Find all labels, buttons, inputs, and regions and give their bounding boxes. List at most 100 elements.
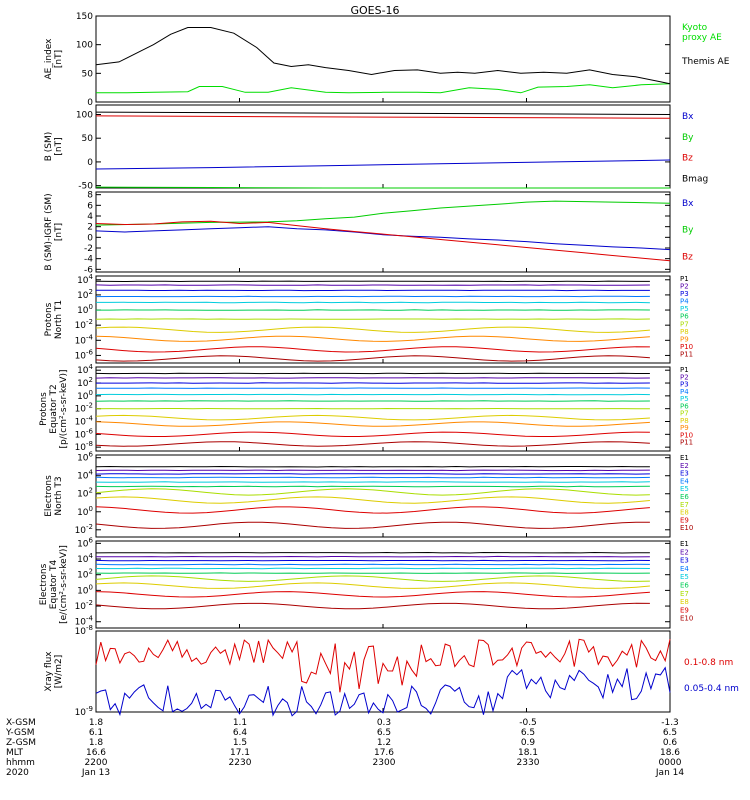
channel-label: E2 <box>680 462 689 470</box>
footer-cell: 2230 <box>229 758 252 768</box>
channel-line-e5 <box>95 481 650 483</box>
channel-line-e7 <box>95 488 650 496</box>
y-tick-label: 10-4 <box>75 615 94 628</box>
series-line-bx <box>95 159 671 170</box>
channel-label: P11 <box>680 439 693 447</box>
footer-row-label: X-GSM <box>6 718 36 728</box>
footer-cell: 6.5 <box>663 728 677 738</box>
channel-line-p8 <box>95 326 650 333</box>
footer-cell: 18.6 <box>660 748 680 758</box>
y-tick-label: 10-6 <box>75 348 94 361</box>
y-tick-label: 50 <box>82 69 94 79</box>
y-tick-label: 100 <box>76 110 93 120</box>
y-tick-label: 0 <box>87 233 93 243</box>
y-tick-label: 104 <box>77 469 93 482</box>
footer-cell: 0.9 <box>521 738 536 748</box>
y-tick-label: 10-9 <box>75 705 93 718</box>
channel-label: P6 <box>680 313 689 321</box>
footer-row-label: Y-GSM <box>5 728 34 738</box>
y-axis-label: [e/(cm²-s-sr-keV)] <box>59 545 69 624</box>
y-tick-label: 104 <box>77 363 93 376</box>
y-tick-label: 100 <box>77 389 93 402</box>
channel-label: P2 <box>680 373 689 381</box>
footer-cell: Jan 14 <box>655 768 684 778</box>
footer-cell: 2200 <box>85 758 108 768</box>
legend-label: By <box>682 226 694 236</box>
channel-label: P4 <box>680 298 689 306</box>
y-axis-label: [nT] <box>54 50 64 68</box>
channel-label: P7 <box>680 410 689 418</box>
footer-cell: 18.1 <box>518 748 538 758</box>
panel-frame <box>95 540 671 629</box>
channel-line-p10 <box>95 431 650 437</box>
channel-label: E10 <box>680 524 693 532</box>
channel-label: P1 <box>680 275 689 283</box>
series-line-bz <box>95 115 671 119</box>
channel-line-p9 <box>95 421 650 427</box>
footer-table: X-GSMY-GSMZ-GSMMLThhmm20201.86.11.816.62… <box>5 718 684 778</box>
footer-row-label: Z-GSM <box>6 738 36 748</box>
y-tick-label: 10-2 <box>75 599 93 612</box>
channel-line-e9 <box>95 591 650 598</box>
plot-title: GOES-16 <box>350 4 399 17</box>
y-tick-label: 104 <box>77 552 93 565</box>
panel-electrons_north: Electrons North T310610410210010-2E1E2E3E… <box>44 451 693 538</box>
y-tick-label: 10-6 <box>75 427 94 440</box>
channel-label: P4 <box>680 388 689 396</box>
channel-line-e6 <box>95 485 650 488</box>
panel-xray: Xray flux [W/m2] 10-8 10-9 0.1-0.8 nm 0.05-0.… <box>44 624 739 718</box>
channel-line-e8 <box>95 496 650 504</box>
panel-electrons_equator: Electrons Equator T4 [e/(cm²-s-sr-keV)] 106… <box>39 536 693 629</box>
channel-label: E6 <box>680 493 689 501</box>
y-axis-label: [nT] <box>54 223 64 241</box>
footer-cell: 2330 <box>517 758 540 768</box>
y-tick-label: -2 <box>84 244 93 254</box>
channel-label: P9 <box>680 335 689 343</box>
y-tick-label: 10-8 <box>75 624 93 637</box>
channel-label: E3 <box>680 470 689 478</box>
y-axis-label: B (SM)-IGRF (SM) <box>44 193 54 270</box>
y-axis-label: Equator T4 <box>49 560 59 610</box>
footer-cell: 0.3 <box>377 718 391 728</box>
channel-line-p11 <box>95 355 650 362</box>
panel-frame <box>95 15 671 103</box>
channel-line-p11 <box>95 441 650 447</box>
channel-label: P3 <box>680 381 689 389</box>
channel-label: P8 <box>680 328 689 336</box>
y-tick-label: 102 <box>77 568 93 581</box>
series-line-long <box>95 666 671 717</box>
channel-label: P9 <box>680 424 689 432</box>
y-tick-label: 106 <box>77 536 93 549</box>
footer-cell: 2300 <box>373 758 396 768</box>
y-tick-label: 100 <box>77 583 93 596</box>
legend-label: By <box>682 133 694 143</box>
channel-label: P1 <box>680 366 689 374</box>
y-tick-label: 102 <box>77 376 93 389</box>
legend-label: 0.05-0.4 nm <box>684 684 739 694</box>
y-tick-label: 10-2 <box>75 523 93 536</box>
channel-label: E10 <box>680 615 693 623</box>
channel-label: P6 <box>680 402 689 410</box>
series-line-by <box>95 200 671 226</box>
y-axis-label: Protons <box>44 302 54 336</box>
panel-bsm: B (SM) [nT] 100 50 0 -50 Bx By Bz Bmag <box>44 104 708 192</box>
legend-label: 0.1-0.8 nm <box>684 658 733 668</box>
y-axis-label: [p/(cm²-s-sr-keV)] <box>59 370 69 449</box>
series-line-bx <box>95 226 671 251</box>
channel-line-e1 <box>95 551 650 554</box>
legend-label: Themis AE <box>681 57 730 67</box>
y-tick-label: 102 <box>77 487 93 500</box>
y-tick-label: 10-8 <box>75 440 93 453</box>
channel-label: E9 <box>680 606 689 614</box>
panel-frame <box>95 454 671 538</box>
y-axis-label: Xray flux <box>44 651 54 692</box>
channel-label: E7 <box>680 590 689 598</box>
y-tick-label: -6 <box>84 265 93 275</box>
y-tick-label: 10-2 <box>75 402 93 415</box>
y-axis-label: Electrons <box>44 475 54 517</box>
footer-cell: 1.2 <box>377 738 391 748</box>
panel-frame <box>95 191 671 273</box>
y-tick-label: 106 <box>77 451 93 464</box>
